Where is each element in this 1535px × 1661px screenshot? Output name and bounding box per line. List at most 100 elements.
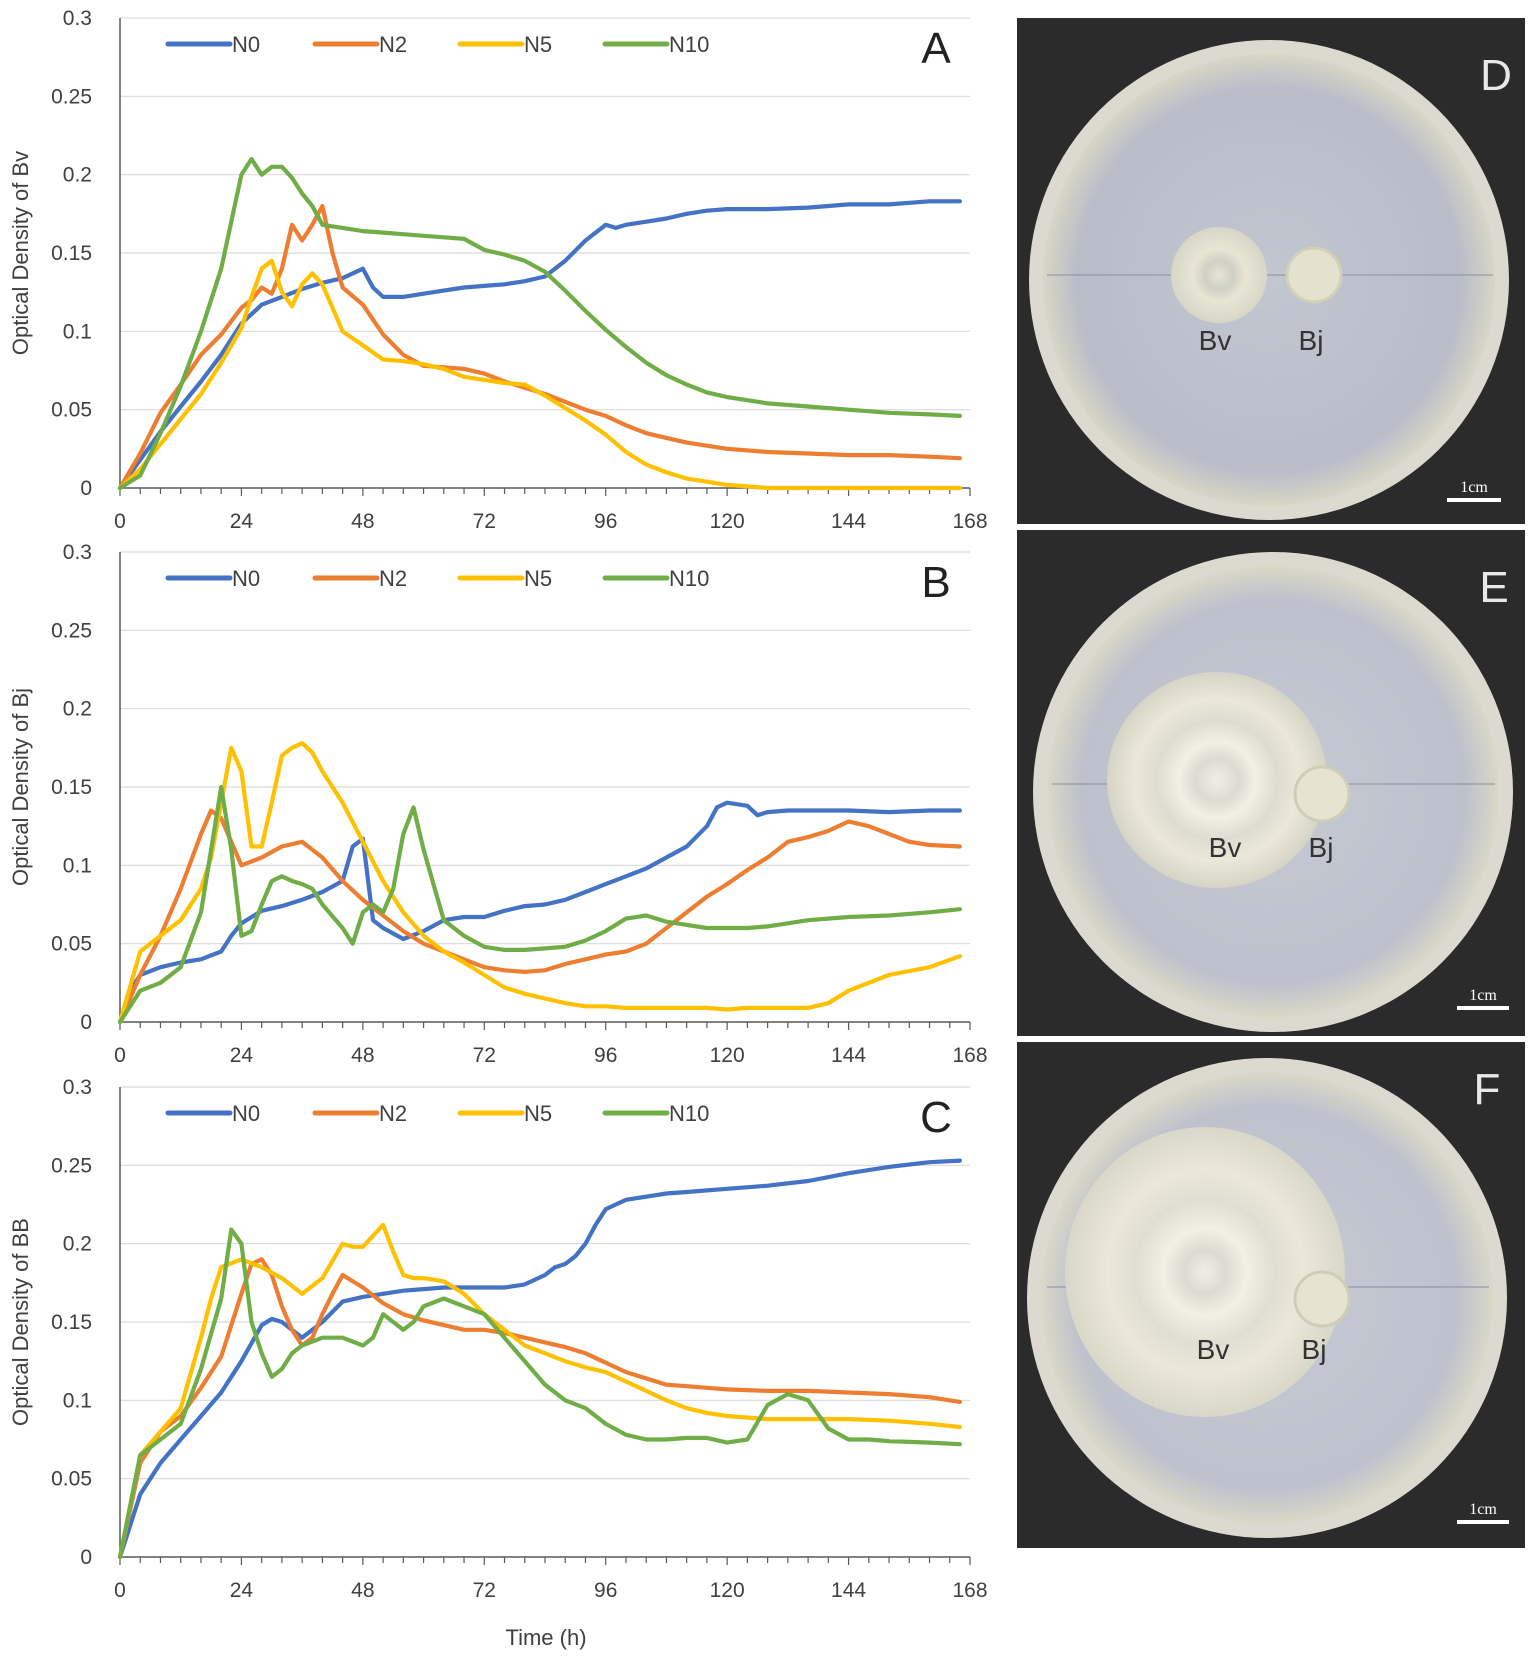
legend-label-n0: N0 xyxy=(232,566,260,591)
panel-letter-e: E xyxy=(1479,563,1508,612)
bv-label: Bv xyxy=(1209,832,1242,863)
legend-label-n10: N10 xyxy=(669,566,709,591)
petri-dish-photo-f: Bv Bj F 1cm xyxy=(1017,1042,1525,1548)
y-tick-label: 0.25 xyxy=(51,619,92,642)
x-tick-label: 144 xyxy=(831,1044,866,1067)
legend-label-n0: N0 xyxy=(232,1101,260,1126)
y-tick-label: 0.1 xyxy=(63,854,92,877)
bv-colony xyxy=(1107,672,1327,888)
x-tick-label: 48 xyxy=(351,510,374,533)
series-line-n5 xyxy=(117,740,963,1025)
bj-label: Bj xyxy=(1299,325,1324,356)
legend-label-n10: N10 xyxy=(669,32,709,57)
scale-label: 1cm xyxy=(1469,987,1497,1004)
x-tick-label: 120 xyxy=(710,1579,745,1602)
chart-panel-a: 0 0.05 0.1 0.15 0.2 0.25 0.3 0 24 48 72 96 120 144 168… xyxy=(8,7,988,533)
series-line-n0 xyxy=(117,1158,963,1560)
y-tick-label: 0.25 xyxy=(51,1154,92,1177)
chart-panel-c: 0 0.05 0.1 0.15 0.2 0.25 0.3 0 24 48 72 96 120 144 168… xyxy=(8,1076,988,1602)
bv-label: Bv xyxy=(1197,1334,1230,1365)
panel-letter-c: C xyxy=(920,1093,952,1142)
series-line-n2 xyxy=(117,1257,963,1560)
y-tick-label: 0.2 xyxy=(63,164,92,187)
chart-panel-b: 0 0.05 0.1 0.15 0.2 0.25 0.3 0 24 48 72 96 120 144 168… xyxy=(8,541,988,1067)
x-axis-title: Time (h) xyxy=(505,1625,586,1650)
y-tick-label: 0.15 xyxy=(51,242,92,265)
legend-label-n0: N0 xyxy=(232,32,260,57)
series-line-n10 xyxy=(117,1227,963,1560)
x-tick-label: 96 xyxy=(594,1579,617,1602)
legend-label-n5: N5 xyxy=(524,32,552,57)
x-tick-label: 48 xyxy=(351,1579,374,1602)
x-tick-label: 72 xyxy=(473,1044,496,1067)
bv-colony xyxy=(1065,1127,1345,1417)
legend-label-n2: N2 xyxy=(379,1101,407,1126)
legend-label-n2: N2 xyxy=(379,32,407,57)
x-tick-label: 168 xyxy=(952,1579,987,1602)
y-tick-label: 0.1 xyxy=(63,320,92,343)
y-tick-label: 0.05 xyxy=(51,933,92,956)
x-tick-label: 24 xyxy=(230,1044,254,1067)
x-tick-label: 144 xyxy=(831,1579,866,1602)
x-tick-label: 72 xyxy=(473,510,496,533)
y-axis-label: Optical Density of BB xyxy=(8,1218,33,1426)
series-line-n10 xyxy=(117,156,963,491)
y-axis-label: Optical Density of Bv xyxy=(8,151,33,355)
series-line-n2 xyxy=(117,203,963,491)
bj-colony xyxy=(1293,765,1351,823)
x-tick-label: 120 xyxy=(710,510,745,533)
series-line-n0 xyxy=(117,199,963,491)
petri-dish-photo-e: Bv Bj E 1cm xyxy=(1017,530,1525,1036)
x-tick-label: 96 xyxy=(594,510,617,533)
bj-colony xyxy=(1285,246,1343,304)
series-line-n2 xyxy=(117,808,963,1025)
legend-label-n10: N10 xyxy=(669,1101,709,1126)
panel-letter-a: A xyxy=(921,24,951,73)
series-line-n0 xyxy=(117,800,963,1025)
line-charts-figure: 0 0.05 0.1 0.15 0.2 0.25 0.3 0 24 48 72 96 120 144 168… xyxy=(8,7,988,1650)
panel-letter-d: D xyxy=(1480,51,1512,100)
x-tick-label: 24 xyxy=(230,1579,254,1602)
y-tick-label: 0 xyxy=(80,1011,92,1034)
y-tick-label: 0 xyxy=(80,1546,92,1569)
y-tick-label: 0.3 xyxy=(63,7,92,30)
x-tick-label: 144 xyxy=(831,510,866,533)
y-tick-label: 0.2 xyxy=(63,1233,92,1256)
x-tick-label: 0 xyxy=(114,1044,126,1067)
series-line-n5 xyxy=(117,258,963,491)
panel-letter-b: B xyxy=(921,558,950,607)
x-tick-label: 96 xyxy=(594,1044,617,1067)
bj-label: Bj xyxy=(1309,832,1334,863)
x-tick-label: 72 xyxy=(473,1579,496,1602)
x-tick-label: 48 xyxy=(351,1044,374,1067)
x-tick-label: 0 xyxy=(114,1579,126,1602)
x-tick-label: 120 xyxy=(710,1044,745,1067)
bv-colony xyxy=(1171,227,1267,323)
y-tick-label: 0.2 xyxy=(63,698,92,721)
legend-label-n5: N5 xyxy=(524,566,552,591)
x-tick-label: 168 xyxy=(952,510,987,533)
agar-plate xyxy=(1043,54,1495,506)
legend-label-n2: N2 xyxy=(379,566,407,591)
scale-label: 1cm xyxy=(1460,479,1488,496)
scale-label: 1cm xyxy=(1469,1501,1497,1518)
x-tick-label: 168 xyxy=(952,1044,987,1067)
y-tick-label: 0.15 xyxy=(51,776,92,799)
y-tick-label: 0.25 xyxy=(51,85,92,108)
bj-colony xyxy=(1293,1270,1351,1328)
bv-label: Bv xyxy=(1199,325,1232,356)
series-line-n5 xyxy=(117,1222,963,1560)
y-tick-label: 0 xyxy=(80,477,92,500)
y-tick-label: 0.15 xyxy=(51,1311,92,1334)
legend-label-n5: N5 xyxy=(524,1101,552,1126)
y-tick-label: 0.1 xyxy=(63,1389,92,1412)
x-tick-label: 0 xyxy=(114,510,126,533)
panel-letter-f: F xyxy=(1474,1065,1501,1114)
bj-label: Bj xyxy=(1302,1334,1327,1365)
petri-dish-photo-d: Bv Bj D 1cm xyxy=(1017,18,1525,524)
y-tick-label: 0.05 xyxy=(51,399,92,422)
y-axis-label: Optical Density of Bj xyxy=(8,688,33,886)
series-line-n10 xyxy=(117,784,963,1025)
x-tick-label: 24 xyxy=(230,510,254,533)
y-tick-label: 0.05 xyxy=(51,1468,92,1491)
